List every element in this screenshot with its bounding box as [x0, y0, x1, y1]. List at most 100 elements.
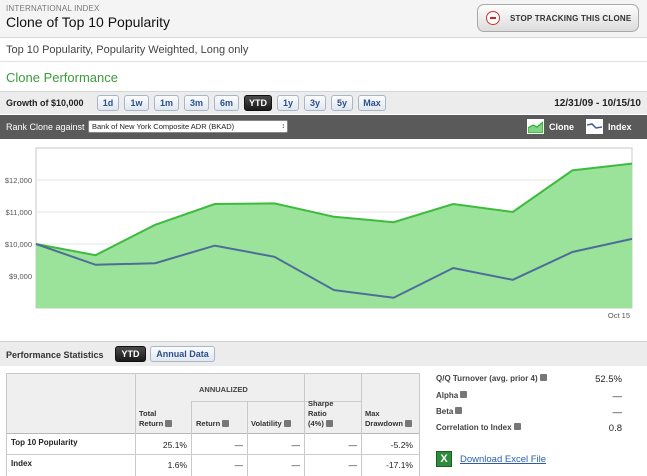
range-button-3y[interactable]: 3y — [304, 95, 326, 111]
range-toolbar: Growth of $10,000 1d 1w 1m 3m 6m YTD 1y … — [0, 91, 647, 114]
table-row-label: Index — [11, 459, 32, 468]
section-title: Clone Performance — [6, 70, 118, 85]
range-button-1w[interactable]: 1w — [124, 95, 149, 111]
side-stat-value: 0.8 — [608, 423, 622, 434]
header-kicker: INTERNATIONAL INDEX — [6, 4, 100, 13]
range-button-5y[interactable]: 5y — [331, 95, 353, 111]
performance-chart-svg: $12,000 $11,000 $10,000 $9,000 Oct 15 — [5, 147, 633, 320]
table-row-label: Top 10 Popularity — [11, 438, 78, 447]
side-stat-value: — — [612, 391, 623, 402]
legend-index: Index — [586, 119, 632, 134]
chevron-updown-icon: ↕ — [281, 123, 286, 130]
clone-description: Top 10 Popularity, Popularity Weighted, … — [6, 44, 249, 56]
table-cell: 25.1% — [162, 440, 187, 450]
col-total-return-line2: Return — [139, 419, 173, 429]
rank-label: Rank Clone against — [6, 122, 85, 132]
col-volatility: Volatility — [251, 419, 291, 429]
stop-tracking-label: STOP TRACKING THIS CLONE — [510, 13, 632, 23]
legend-clone-label: Clone — [549, 121, 575, 132]
performance-stats-toolbar: Performance Statistics YTD Annual Data — [0, 341, 647, 366]
side-stat-label: Beta — [436, 407, 454, 416]
y-tick-label: $12,000 — [5, 176, 32, 185]
y-tick-label: $9,000 — [9, 272, 32, 281]
divider — [191, 401, 192, 476]
page-title: Clone of Top 10 Popularity — [6, 14, 170, 30]
divider — [304, 374, 305, 476]
rank-toolbar: Rank Clone against Bank of New York Comp… — [0, 115, 647, 139]
range-button-1m[interactable]: 1m — [154, 95, 179, 111]
side-stat-alpha: Alpha — — [436, 391, 622, 405]
col-total-return-line1: Total — [139, 409, 157, 418]
divider — [0, 61, 647, 62]
stop-tracking-button[interactable]: STOP TRACKING THIS CLONE — [477, 4, 639, 32]
table-cell: 1.6% — [167, 460, 187, 470]
legend-index-label: Index — [608, 121, 632, 132]
col-return: Return — [196, 419, 230, 429]
info-icon[interactable] — [455, 407, 463, 415]
info-icon[interactable] — [539, 374, 547, 382]
table-cell: — — [291, 440, 301, 450]
range-button-1d[interactable]: 1d — [97, 95, 119, 111]
divider — [7, 454, 419, 455]
divider — [247, 401, 248, 476]
date-range: 12/31/09 - 10/15/10 — [554, 98, 641, 109]
info-icon[interactable] — [460, 391, 468, 399]
range-button-1y[interactable]: 1y — [277, 95, 299, 111]
col-max-drawdown: Max Drawdown — [365, 409, 412, 429]
stats-table: ANNUALIZED Total Return Return Volatilit… — [6, 373, 420, 476]
stats-button-annual-data[interactable]: Annual Data — [150, 346, 215, 362]
download-excel-label[interactable]: Download Excel File — [460, 453, 547, 465]
rank-select-value: Bank of New York Composite ADR (BKAD) — [92, 122, 235, 131]
range-button-6m[interactable]: 6m — [214, 95, 239, 111]
growth-label: Growth of $10,000 — [6, 98, 84, 108]
performance-chart: $12,000 $11,000 $10,000 $9,000 Oct 15 — [0, 139, 647, 339]
performance-stats-title: Performance Statistics — [6, 350, 104, 360]
side-stat-correlation: Correlation to Index 0.8 — [436, 423, 622, 437]
clone-line — [35, 162, 633, 257]
legend-clone: Clone — [527, 119, 574, 134]
side-stat-beta: Beta — — [436, 407, 622, 421]
rank-select[interactable]: Bank of New York Composite ADR (BKAD) ↕ — [88, 120, 288, 133]
info-icon[interactable] — [325, 419, 333, 427]
table-cell: -5.2% — [390, 440, 413, 450]
col-sharpe-ratio: Sharpe Ratio (4%) — [308, 399, 334, 428]
info-icon[interactable] — [283, 419, 291, 427]
index-line — [35, 237, 633, 299]
y-tick-label: $10,000 — [5, 240, 32, 249]
divider — [361, 374, 362, 476]
divider — [191, 401, 361, 402]
page-header: INTERNATIONAL INDEX Clone of Top 10 Popu… — [0, 0, 647, 38]
download-excel-link[interactable]: X Download Excel File — [436, 451, 546, 467]
info-icon[interactable] — [404, 419, 412, 427]
stats-button-ytd[interactable]: YTD — [115, 346, 146, 362]
range-button-max[interactable]: Max — [358, 95, 386, 111]
stop-icon — [486, 11, 500, 25]
table-cell: — — [234, 440, 244, 450]
table-cell: -17.1% — [386, 460, 413, 470]
side-stat-turnover: Q/Q Turnover (avg. prior 4) 52.5% — [436, 374, 622, 388]
info-icon[interactable] — [165, 419, 173, 427]
y-tick-label: $11,000 — [5, 208, 32, 217]
range-button-3m[interactable]: 3m — [184, 95, 209, 111]
annualized-header: ANNUALIZED — [199, 385, 248, 394]
range-button-ytd[interactable]: YTD — [244, 95, 272, 111]
table-cell: — — [348, 460, 358, 470]
col-total-return: Total Return — [139, 409, 173, 429]
side-stat-label: Correlation to Index — [436, 423, 512, 432]
excel-icon: X — [436, 451, 452, 467]
clone-swatch-icon — [527, 119, 544, 134]
divider — [135, 374, 136, 476]
table-cell: — — [291, 460, 301, 470]
index-swatch-icon — [586, 119, 603, 134]
stats-table-header: ANNUALIZED Total Return Return Volatilit… — [7, 374, 419, 434]
clone-area — [36, 163, 632, 308]
info-icon[interactable] — [222, 419, 230, 427]
side-stat-label: Q/Q Turnover (avg. prior 4) — [436, 374, 538, 383]
side-stat-value: 52.5% — [595, 374, 622, 385]
x-tick-label: Oct 15 — [608, 311, 630, 320]
table-cell: — — [348, 440, 358, 450]
info-icon[interactable] — [513, 423, 521, 431]
side-stat-value: — — [612, 407, 623, 418]
table-cell: — — [234, 460, 244, 470]
side-stat-label: Alpha — [436, 391, 459, 400]
